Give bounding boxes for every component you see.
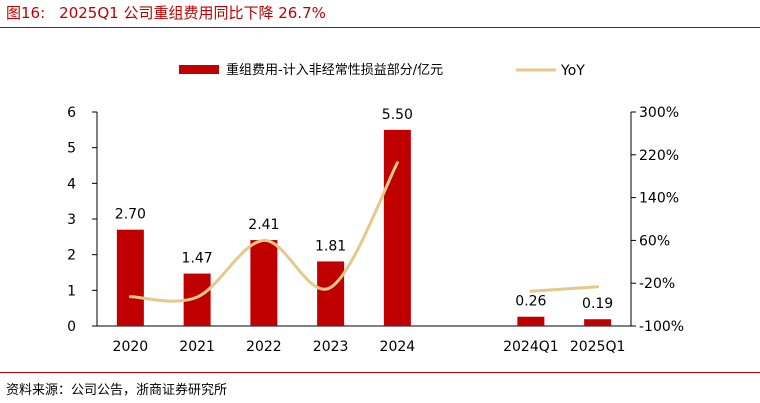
left-tick-label: 5 [67,141,76,157]
figure-number: 图16: [6,4,46,22]
bar [250,240,278,326]
legend: 重组费用-计入非经常性损益部分/亿元 YoY [179,62,585,79]
legend-line-label: YoY [560,63,585,79]
bar [116,229,144,326]
right-tick-label: -20% [639,276,675,292]
x-tick-label: 2021 [179,339,215,355]
bar-series [116,129,612,326]
right-tick-label: 140% [639,191,679,207]
bar [317,261,345,326]
source-note: 资料来源：公司公告，浙商证券研究所 [6,383,228,398]
bar [584,319,612,326]
bar-value-label: 1.47 [182,251,213,267]
right-tick-label: 220% [639,148,679,164]
bar-data-labels: 2.70 1.47 2.41 1.81 5.50 0.26 0.19 [115,107,613,312]
title-divider [0,27,760,28]
x-tick-label: 2020 [113,339,149,355]
bar-value-label: 1.81 [315,238,346,254]
x-tick-label: 2023 [313,339,349,355]
bar [517,316,545,326]
right-tick-label: 60% [639,233,670,249]
x-tick-label: 2024 [380,339,416,355]
yoy-series [128,161,600,303]
left-tick-label: 3 [67,212,76,228]
left-tick-label: 0 [67,319,76,335]
left-axis: 0 1 2 3 4 5 6 [67,105,98,335]
bar-value-label: 0.19 [582,296,613,312]
bar-value-label: 0.26 [515,294,546,310]
right-tick-label: -100% [639,319,684,335]
x-axis: 2020 2021 2022 2023 2024 2024Q1 2025Q1 [97,325,631,355]
legend-bar-label: 重组费用-计入非经常性损益部分/亿元 [226,62,443,78]
left-tick-label: 2 [67,248,76,264]
footer-divider [0,372,760,373]
left-tick-label: 4 [67,176,76,192]
right-axis: -100% -20% 60% 140% 220% 300% [630,105,684,335]
right-tick-label: 300% [639,105,679,121]
x-tick-label: 2024Q1 [503,339,559,355]
yoy-line [529,285,600,293]
left-tick-label: 1 [67,283,76,299]
x-tick-label: 2025Q1 [570,339,626,355]
x-tick-label: 2022 [246,339,282,355]
bar-value-label: 2.70 [115,207,146,223]
legend-bar-swatch [179,65,219,74]
yoy-line [128,161,399,303]
bar-value-label: 2.41 [248,217,279,233]
figure-title: 图16: 2025Q1 公司重组费用同比下降 26.7% [6,2,326,23]
left-tick-label: 6 [67,105,76,121]
chart: 重组费用-计入非经常性损益部分/亿元 YoY 0 1 2 3 4 5 6 -100% -20%… [67,62,684,355]
figure-title-text: 2025Q1 公司重组费用同比下降 26.7% [59,4,326,22]
bar-value-label: 5.50 [382,107,413,123]
bar [383,129,411,326]
